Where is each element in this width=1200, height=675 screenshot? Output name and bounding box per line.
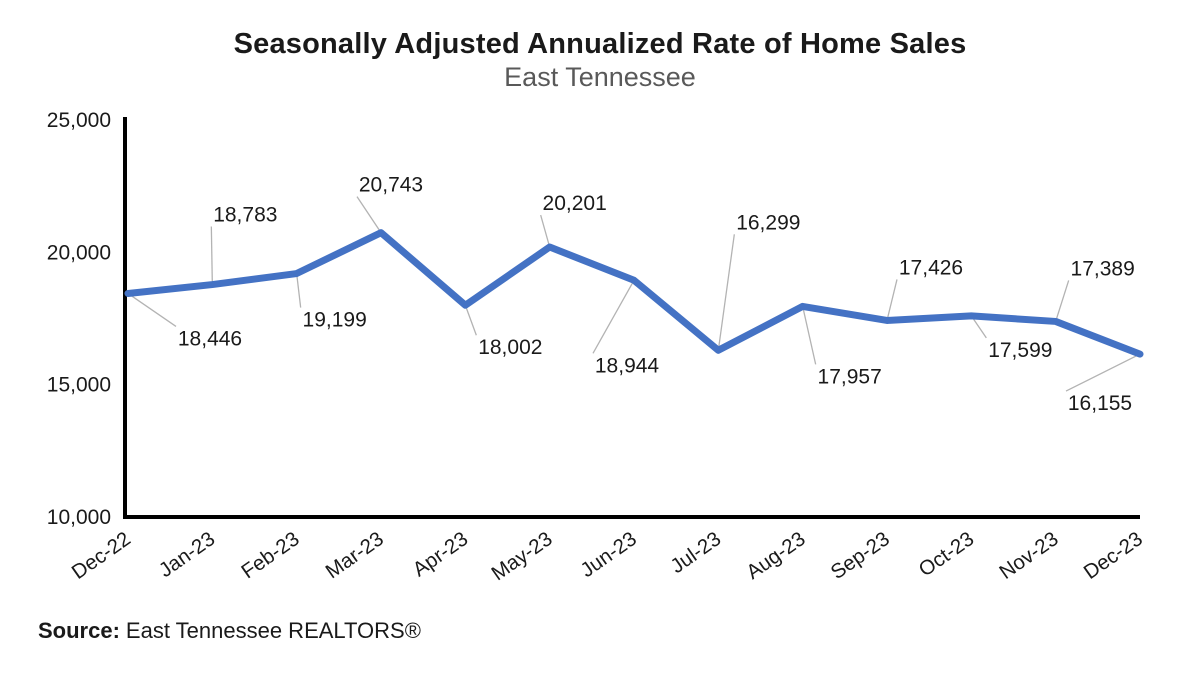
data-point-label: 16,155 xyxy=(1068,392,1132,415)
leader-line xyxy=(717,234,735,351)
x-category-label: Dec-22 xyxy=(68,527,135,584)
leader-line xyxy=(886,279,898,321)
source-label: Source: xyxy=(38,618,120,643)
y-tick-label: 10,000 xyxy=(47,506,111,529)
leader-line xyxy=(296,273,302,308)
leader-line xyxy=(356,196,382,234)
data-point-label: 16,299 xyxy=(736,211,800,234)
x-category-label: Sep-23 xyxy=(827,527,894,584)
x-category-label: Feb-23 xyxy=(237,527,303,583)
x-category-label: Jan-23 xyxy=(155,527,220,582)
data-point-label: 19,199 xyxy=(303,309,367,332)
data-point-label: 17,389 xyxy=(1071,257,1135,280)
data-point-label: 18,002 xyxy=(478,336,542,359)
x-category-label: Apr-23 xyxy=(409,527,473,581)
x-category-label: Oct-23 xyxy=(915,527,979,581)
x-category-label: Jul-23 xyxy=(666,527,725,578)
data-point-label: 18,446 xyxy=(178,327,242,350)
x-category-label: Aug-23 xyxy=(742,527,809,584)
line-chart: 10,000 15,000 20,000 25,000 Dec-22 Jan-23 Feb-… xyxy=(47,109,1147,585)
leader-line xyxy=(210,226,213,285)
x-category-label: Jun-23 xyxy=(576,527,641,582)
x-category-label: May-23 xyxy=(487,527,556,585)
x-category-label: Dec-23 xyxy=(1080,527,1147,584)
x-category-label: Nov-23 xyxy=(995,527,1062,584)
source-line: Source: East Tennessee REALTORS® xyxy=(38,618,421,644)
leader-line xyxy=(464,304,477,336)
leader-line xyxy=(592,279,635,354)
y-tick-label: 20,000 xyxy=(47,241,111,264)
leader-line xyxy=(802,306,817,365)
chart-subtitle: East Tennessee xyxy=(504,62,696,92)
leader-line xyxy=(540,214,551,248)
data-point-label: 17,599 xyxy=(988,339,1052,362)
x-category-label: Mar-23 xyxy=(321,527,387,583)
leader-line xyxy=(1065,353,1141,392)
y-tick-label: 25,000 xyxy=(47,109,111,132)
leader-line xyxy=(1055,280,1070,322)
data-point-label: 17,426 xyxy=(899,256,963,279)
data-point-label: 17,957 xyxy=(818,365,882,388)
source-text: East Tennessee REALTORS® xyxy=(125,618,421,643)
y-tick-label: 15,000 xyxy=(47,374,111,397)
leader-line xyxy=(127,292,177,327)
data-point-label: 20,201 xyxy=(543,192,607,215)
chart-title: Seasonally Adjusted Annualized Rate of H… xyxy=(233,28,967,60)
data-point-label: 20,743 xyxy=(359,174,423,197)
sales-line xyxy=(124,229,1144,358)
data-point-label: 18,783 xyxy=(213,204,277,227)
data-point-label: 18,944 xyxy=(595,354,660,377)
